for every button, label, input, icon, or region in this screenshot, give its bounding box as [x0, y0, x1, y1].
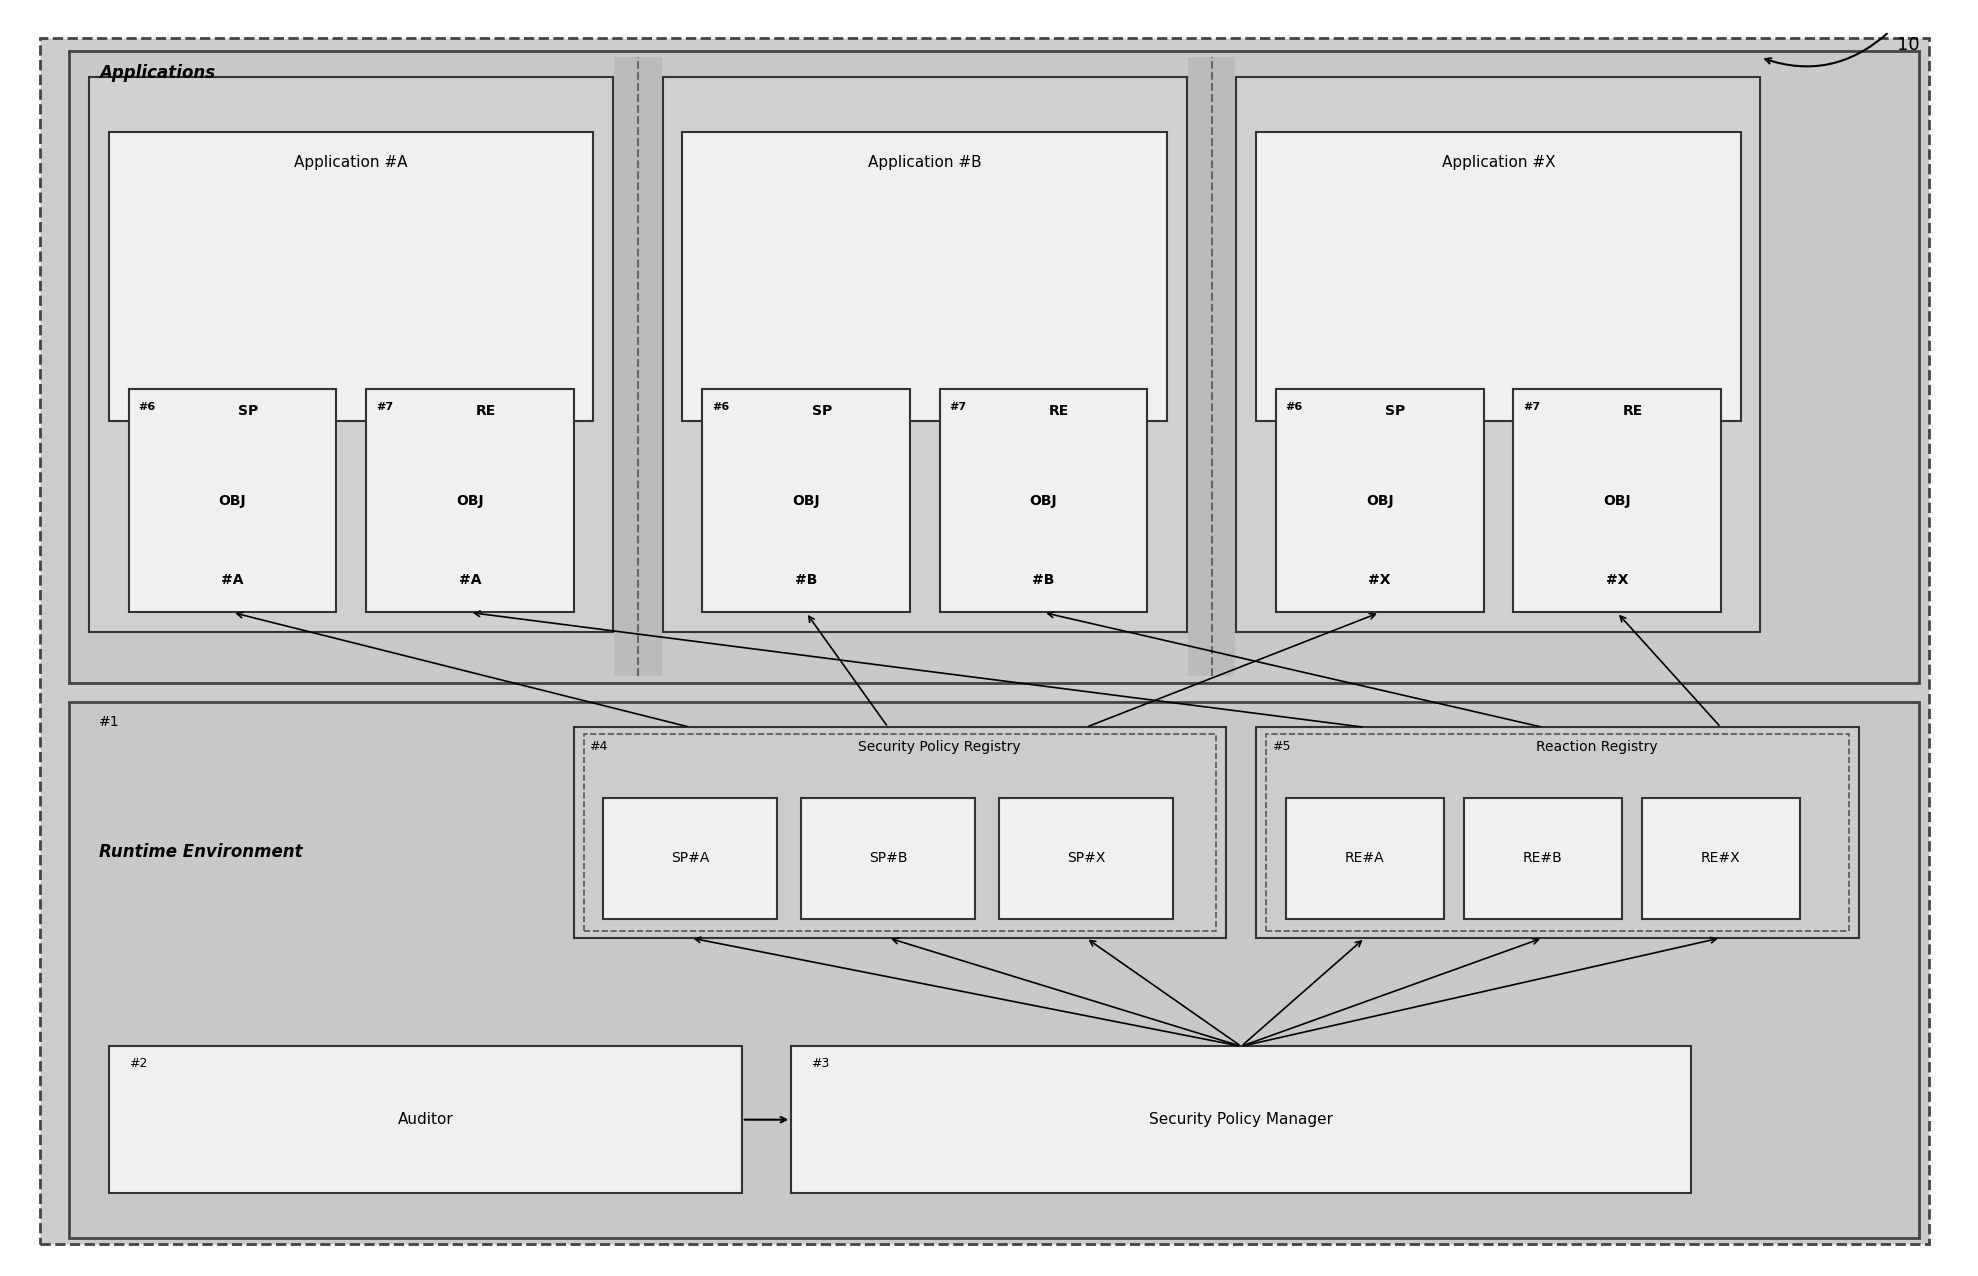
- Text: Application #B: Application #B: [868, 154, 981, 170]
- Text: #A: #A: [222, 573, 243, 587]
- Bar: [129, 389, 336, 612]
- Text: SP#A: SP#A: [671, 851, 710, 865]
- Text: Reaction Registry: Reaction Registry: [1537, 740, 1658, 754]
- Bar: [1464, 798, 1622, 919]
- Bar: [791, 1046, 1691, 1193]
- Bar: [613, 57, 663, 676]
- Text: #5: #5: [1272, 740, 1290, 753]
- Text: RE: RE: [475, 404, 496, 419]
- Bar: [801, 798, 975, 919]
- Text: #7: #7: [949, 402, 967, 412]
- Text: #1: #1: [99, 715, 119, 729]
- Bar: [89, 77, 613, 632]
- Bar: [663, 77, 1187, 632]
- Text: #6: #6: [712, 402, 730, 412]
- Text: #X: #X: [1369, 573, 1391, 587]
- Text: #X: #X: [1606, 573, 1628, 587]
- Bar: [1256, 727, 1859, 938]
- Text: OBJ: OBJ: [220, 494, 245, 508]
- Bar: [1642, 798, 1800, 919]
- Bar: [1189, 57, 1236, 676]
- Text: #B: #B: [1033, 573, 1054, 587]
- Text: Applications: Applications: [99, 64, 216, 82]
- Bar: [574, 727, 1226, 938]
- Text: OBJ: OBJ: [1604, 494, 1630, 508]
- Bar: [682, 131, 1167, 421]
- Text: SP: SP: [811, 404, 833, 419]
- Bar: [69, 702, 1919, 1238]
- Bar: [69, 51, 1919, 683]
- Bar: [940, 389, 1147, 612]
- Text: #6: #6: [1286, 402, 1304, 412]
- Text: SP#X: SP#X: [1066, 851, 1106, 865]
- Bar: [1513, 389, 1721, 612]
- Text: #7: #7: [376, 402, 394, 412]
- Text: #6: #6: [138, 402, 156, 412]
- Text: RE#X: RE#X: [1701, 851, 1741, 865]
- Text: #3: #3: [811, 1057, 829, 1069]
- Bar: [603, 798, 777, 919]
- Bar: [1266, 734, 1849, 931]
- Bar: [702, 389, 910, 612]
- Text: #7: #7: [1523, 402, 1541, 412]
- Text: Auditor: Auditor: [398, 1113, 453, 1127]
- Text: OBJ: OBJ: [1031, 494, 1056, 508]
- Text: OBJ: OBJ: [793, 494, 819, 508]
- Text: #4: #4: [589, 740, 607, 753]
- Text: SP: SP: [1385, 404, 1406, 419]
- Bar: [366, 389, 574, 612]
- Text: #A: #A: [459, 573, 481, 587]
- Text: RE: RE: [1048, 404, 1070, 419]
- Text: SP: SP: [237, 404, 259, 419]
- Bar: [109, 1046, 742, 1193]
- Text: RE#A: RE#A: [1345, 851, 1385, 865]
- Text: #2: #2: [129, 1057, 146, 1069]
- Bar: [1256, 131, 1741, 421]
- Bar: [584, 734, 1216, 931]
- Bar: [1236, 77, 1760, 632]
- Text: 10: 10: [1897, 36, 1921, 54]
- Text: SP#B: SP#B: [868, 851, 908, 865]
- Bar: [999, 798, 1173, 919]
- Text: Security Policy Manager: Security Policy Manager: [1149, 1113, 1333, 1127]
- Text: Runtime Environment: Runtime Environment: [99, 843, 303, 861]
- Text: RE#B: RE#B: [1523, 851, 1563, 865]
- Text: Application #A: Application #A: [295, 154, 407, 170]
- Text: #B: #B: [795, 573, 817, 587]
- Bar: [1276, 389, 1484, 612]
- Text: OBJ: OBJ: [1367, 494, 1393, 508]
- Text: OBJ: OBJ: [457, 494, 483, 508]
- Bar: [1286, 798, 1444, 919]
- Text: Security Policy Registry: Security Policy Registry: [858, 740, 1021, 754]
- Text: Application #X: Application #X: [1442, 154, 1555, 170]
- Bar: [109, 131, 593, 421]
- Text: RE: RE: [1622, 404, 1644, 419]
